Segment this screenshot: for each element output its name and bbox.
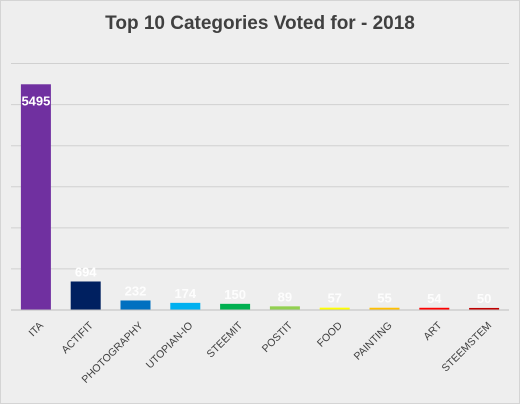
bar	[120, 300, 151, 310]
x-tick-label: ART	[421, 319, 445, 343]
data-label: 55	[377, 291, 391, 306]
bar	[369, 307, 400, 310]
x-tick-label: POSTIT	[260, 319, 296, 355]
bar	[70, 281, 101, 310]
x-tick-label: STEEMSTEM	[440, 320, 495, 375]
x-tick-label: ACTIFIT	[59, 319, 96, 356]
x-tick-label: PAINTING	[352, 320, 395, 363]
x-tick-label: FOOD	[315, 319, 345, 349]
data-label: 89	[278, 289, 292, 304]
bar	[269, 306, 300, 310]
data-label: 54	[427, 291, 442, 306]
data-label: 232	[125, 283, 147, 298]
x-tick-label: ITA	[27, 320, 46, 339]
data-label: 57	[327, 291, 341, 306]
data-label: 174	[174, 286, 196, 301]
data-label: 50	[477, 291, 491, 306]
bar	[170, 302, 201, 310]
bar	[419, 307, 450, 310]
bar	[469, 307, 500, 310]
bar	[319, 307, 350, 310]
data-label: 150	[224, 287, 246, 302]
chart-title: Top 10 Categories Voted for - 2018	[105, 13, 415, 34]
x-tick-label: UTOPIAN-IO	[144, 320, 196, 372]
x-tick-label: STEEMIT	[205, 319, 246, 360]
bar	[20, 84, 51, 310]
data-label: 5495	[21, 93, 50, 108]
bar	[220, 303, 251, 310]
data-label: 694	[75, 264, 97, 279]
